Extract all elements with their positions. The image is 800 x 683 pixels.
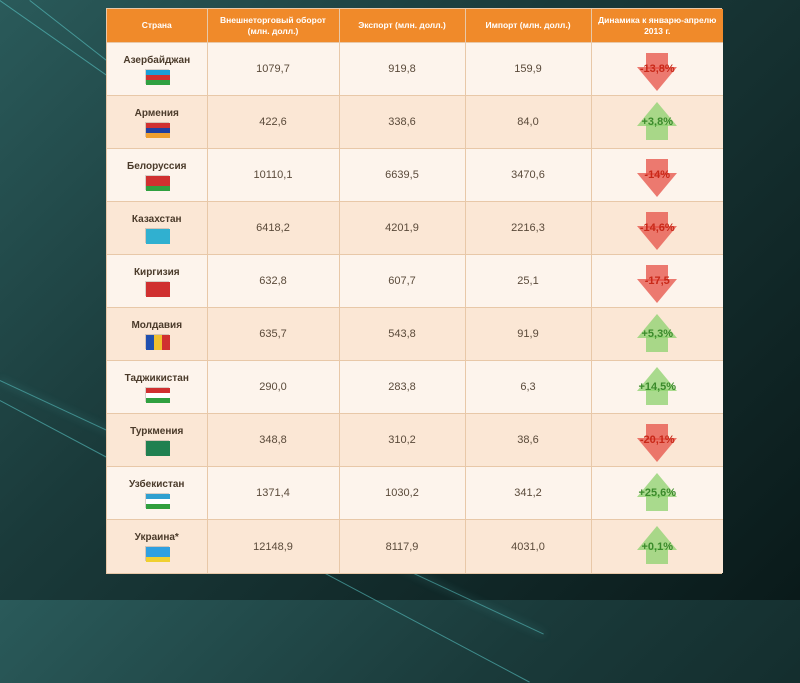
cell-dynamics: -17,5	[591, 255, 723, 308]
table-row: Украина* 12148,9 8117,9 4031,0 +0,1%	[107, 520, 723, 573]
cell-export: 1030,2	[339, 467, 465, 520]
cell-export: 543,8	[339, 308, 465, 361]
table-row: Таджикистан 290,0 283,8 6,3 +14,5%	[107, 361, 723, 414]
cell-dynamics: +0,1%	[591, 520, 723, 573]
col-dynamics: Динамика к январю-апрелю 2013 г.	[591, 9, 723, 43]
flag-icon	[145, 122, 169, 137]
cell-turnover: 290,0	[207, 361, 339, 414]
cell-country: Белоруссия	[107, 149, 207, 202]
cell-turnover: 10110,1	[207, 149, 339, 202]
cell-country: Казахстан	[107, 202, 207, 255]
cell-import: 25,1	[465, 255, 591, 308]
dynamics-text: +14,5%	[638, 381, 676, 393]
cell-import: 159,9	[465, 43, 591, 96]
table-row: Азербайджан 1079,7 919,8 159,9 -13,8%	[107, 43, 723, 96]
dynamics-text: +25,6%	[638, 487, 676, 499]
cell-country: Узбекистан	[107, 467, 207, 520]
dynamics-text: -20,1%	[640, 434, 675, 446]
dynamics-text: -17,5	[645, 275, 670, 287]
cell-import: 341,2	[465, 467, 591, 520]
cell-export: 8117,9	[339, 520, 465, 573]
dynamics-text: +5,3%	[642, 328, 674, 340]
col-turnover: Внешнеторговый оборот (млн. долл.)	[207, 9, 339, 43]
table-row: Киргизия 632,8 607,7 25,1 -17,5	[107, 255, 723, 308]
cell-country: Киргизия	[107, 255, 207, 308]
country-name: Таджикистан	[111, 373, 203, 384]
flag-icon	[145, 228, 169, 243]
cell-turnover: 348,8	[207, 414, 339, 467]
cell-export: 919,8	[339, 43, 465, 96]
col-export: Экспорт (млн. долл.)	[339, 9, 465, 43]
cell-export: 4201,9	[339, 202, 465, 255]
country-name: Киргизия	[111, 267, 203, 278]
table-row: Молдавия 635,7 543,8 91,9 +5,3%	[107, 308, 723, 361]
country-name: Белоруссия	[111, 161, 203, 172]
cell-export: 283,8	[339, 361, 465, 414]
flag-icon	[145, 546, 169, 561]
cell-export: 310,2	[339, 414, 465, 467]
country-name: Украина*	[111, 532, 203, 543]
cell-turnover: 1371,4	[207, 467, 339, 520]
cell-dynamics: +5,3%	[591, 308, 723, 361]
cell-turnover: 1079,7	[207, 43, 339, 96]
dynamics-text: -14,6%	[640, 222, 675, 234]
cell-dynamics: +25,6%	[591, 467, 723, 520]
cell-import: 3470,6	[465, 149, 591, 202]
cell-country: Таджикистан	[107, 361, 207, 414]
cell-import: 4031,0	[465, 520, 591, 573]
cell-export: 338,6	[339, 96, 465, 149]
cell-dynamics: -14,6%	[591, 202, 723, 255]
cell-turnover: 422,6	[207, 96, 339, 149]
country-name: Туркмения	[111, 426, 203, 437]
country-name: Молдавия	[111, 320, 203, 331]
cell-dynamics: -14%	[591, 149, 723, 202]
cell-import: 84,0	[465, 96, 591, 149]
flag-icon	[145, 69, 169, 84]
cell-dynamics: +14,5%	[591, 361, 723, 414]
cell-import: 38,6	[465, 414, 591, 467]
dynamics-text: +0,1%	[642, 541, 674, 553]
cell-country: Азербайджан	[107, 43, 207, 96]
country-name: Узбекистан	[111, 479, 203, 490]
cell-turnover: 635,7	[207, 308, 339, 361]
flag-icon	[145, 440, 169, 455]
country-name: Азербайджан	[111, 55, 203, 66]
cell-export: 6639,5	[339, 149, 465, 202]
cell-country: Туркмения	[107, 414, 207, 467]
cell-dynamics: -20,1%	[591, 414, 723, 467]
dynamics-text: +3,8%	[642, 116, 674, 128]
trade-table: Страна Внешнеторговый оборот (млн. долл.…	[106, 8, 722, 574]
cell-import: 2216,3	[465, 202, 591, 255]
table-row: Казахстан 6418,2 4201,9 2216,3 -14,6%	[107, 202, 723, 255]
dynamics-text: -13,8%	[640, 63, 675, 75]
country-name: Казахстан	[111, 214, 203, 225]
dynamics-text: -14%	[644, 169, 670, 181]
col-country: Страна	[107, 9, 207, 43]
cell-import: 6,3	[465, 361, 591, 414]
flag-icon	[145, 175, 169, 190]
cell-country: Армения	[107, 96, 207, 149]
flag-icon	[145, 281, 169, 296]
country-name: Армения	[111, 108, 203, 119]
cell-turnover: 12148,9	[207, 520, 339, 573]
flag-icon	[145, 334, 169, 349]
table-row: Белоруссия 10110,1 6639,5 3470,6 -14%	[107, 149, 723, 202]
flag-icon	[145, 493, 169, 508]
cell-import: 91,9	[465, 308, 591, 361]
cell-dynamics: +3,8%	[591, 96, 723, 149]
flag-icon	[145, 387, 169, 402]
cell-turnover: 632,8	[207, 255, 339, 308]
cell-country: Молдавия	[107, 308, 207, 361]
cell-export: 607,7	[339, 255, 465, 308]
cell-country: Украина*	[107, 520, 207, 573]
table-row: Армения 422,6 338,6 84,0 +3,8%	[107, 96, 723, 149]
table-row: Туркмения 348,8 310,2 38,6 -20,1%	[107, 414, 723, 467]
table-row: Узбекистан 1371,4 1030,2 341,2 +25,6%	[107, 467, 723, 520]
col-import: Импорт (млн. долл.)	[465, 9, 591, 43]
cell-dynamics: -13,8%	[591, 43, 723, 96]
table-header-row: Страна Внешнеторговый оборот (млн. долл.…	[107, 9, 723, 43]
cell-turnover: 6418,2	[207, 202, 339, 255]
